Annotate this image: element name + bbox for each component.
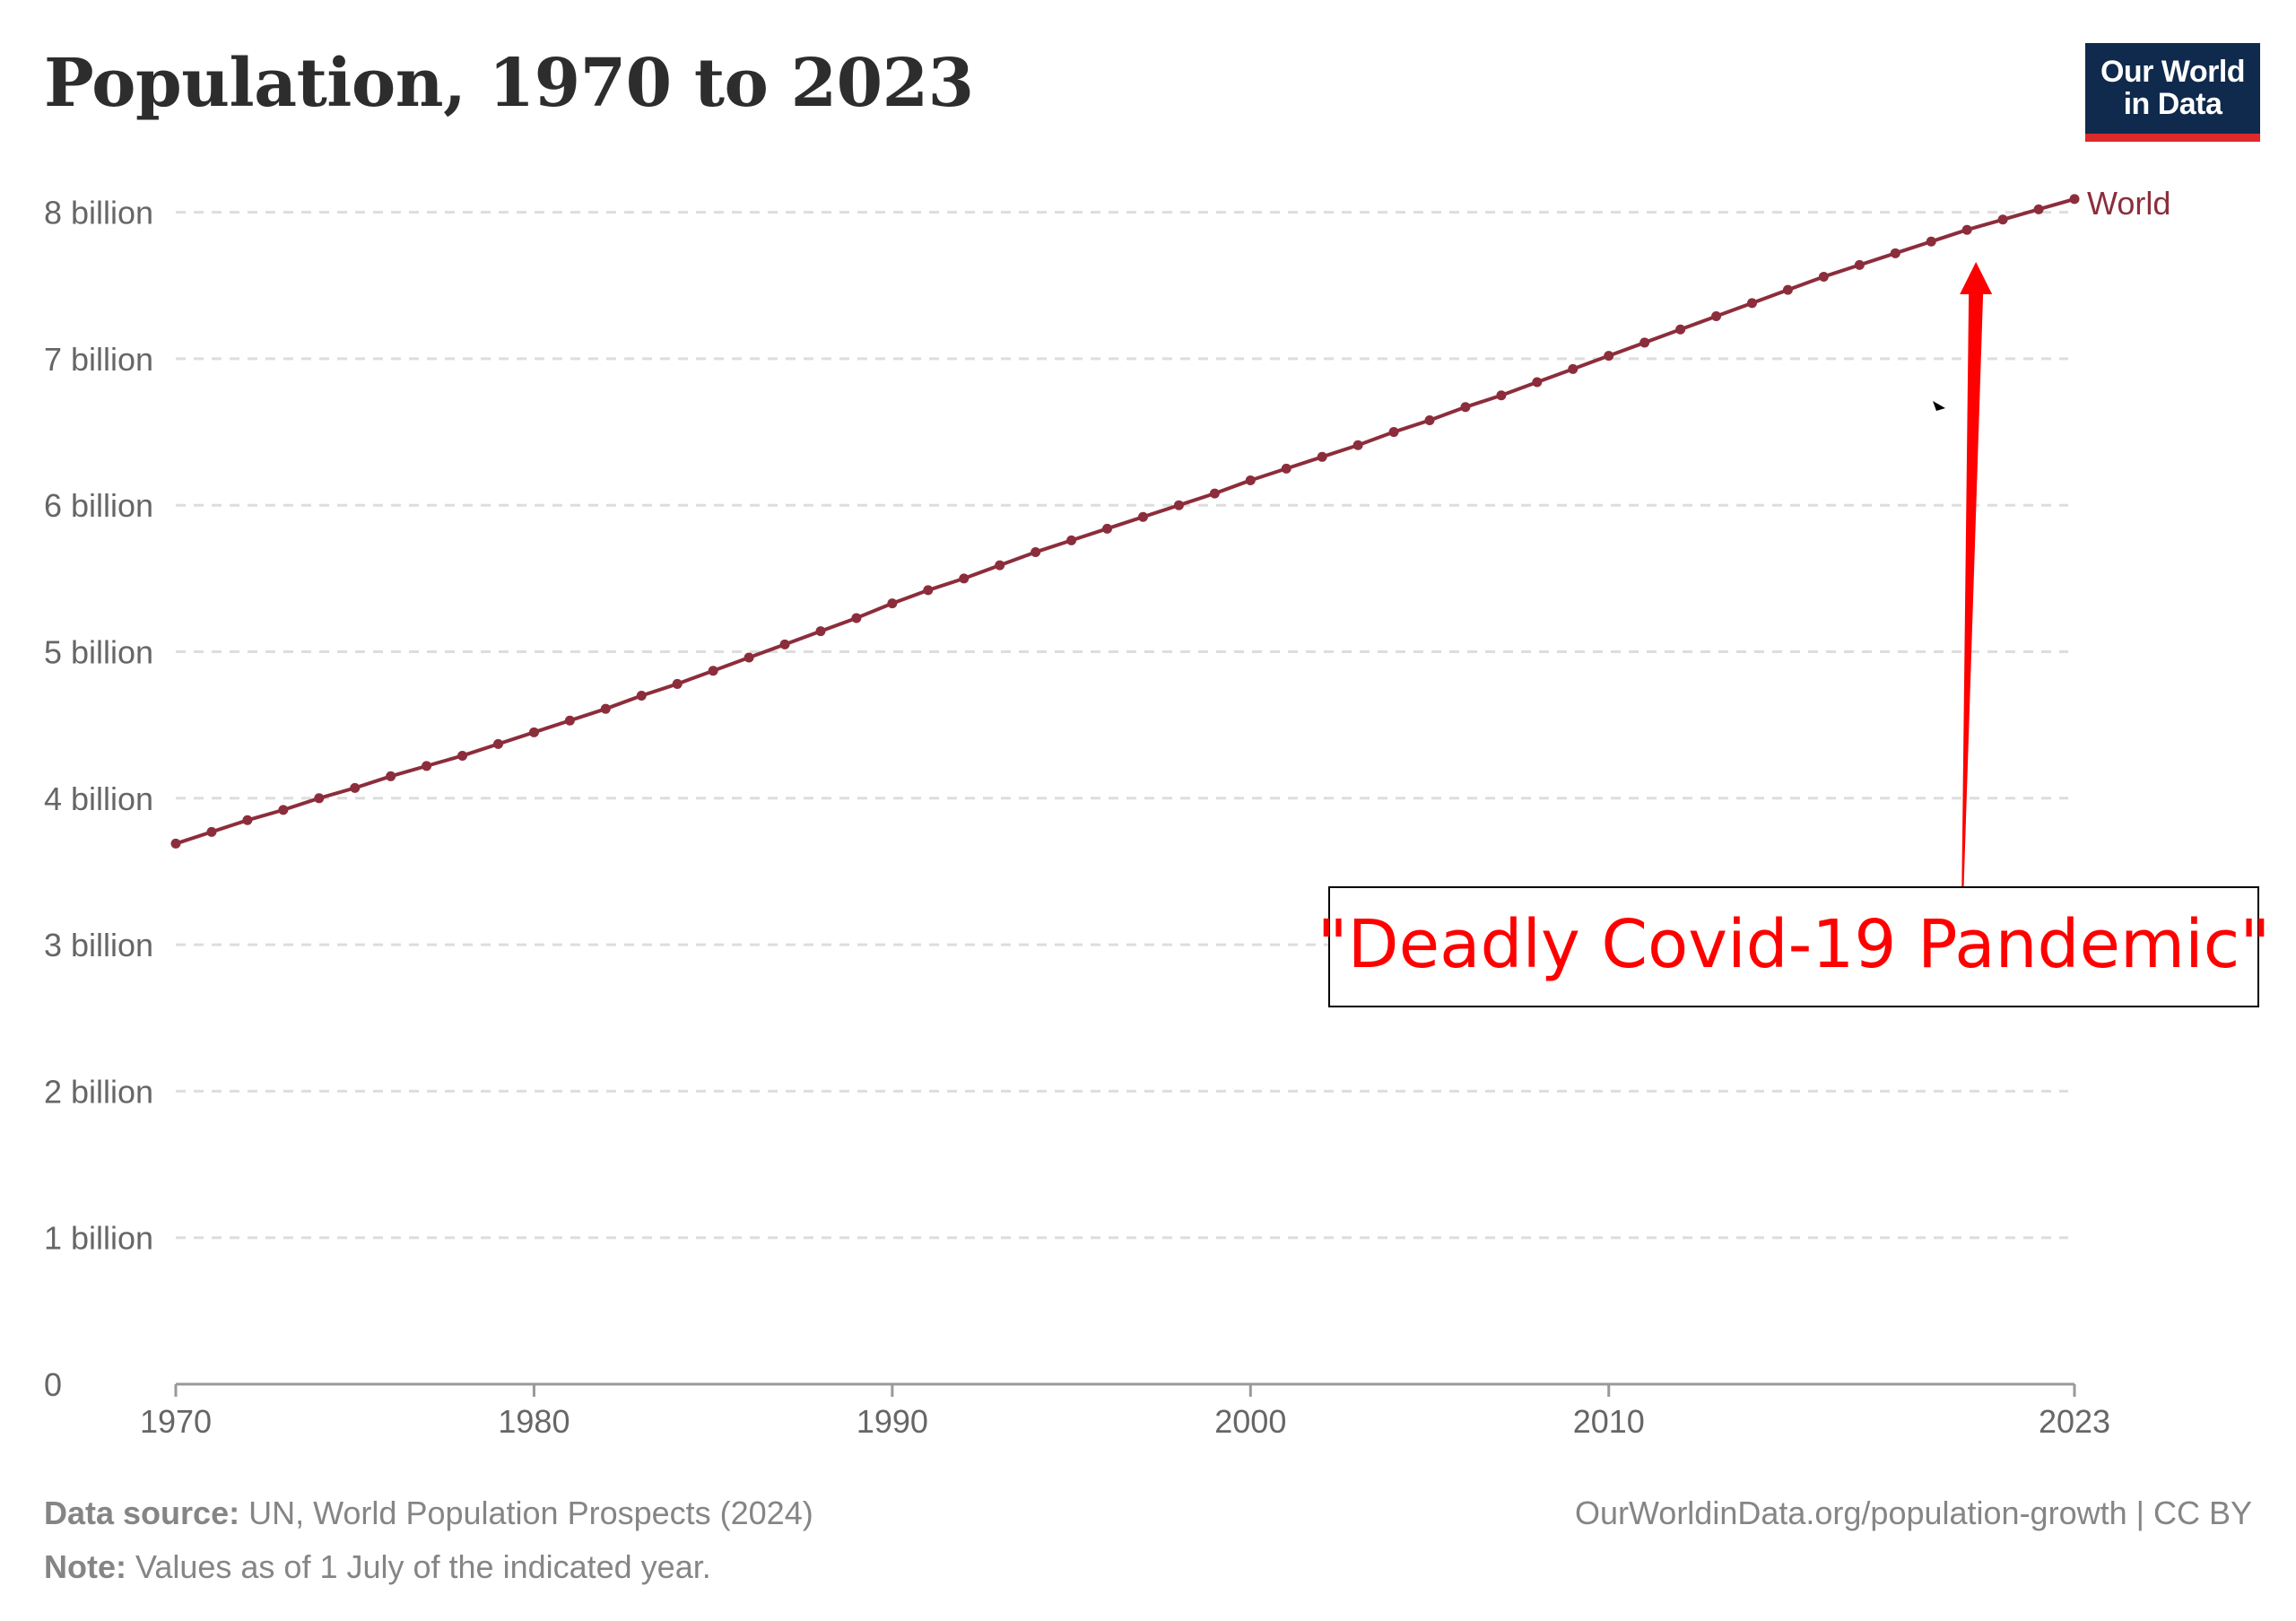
y-axis-tick-labels: 0 1 billion 2 billion 3 billion 4 billion 5 b…: [44, 195, 153, 1403]
logo-line-2: in Data: [2123, 87, 2222, 121]
covid-annotation: "Deadly Covid-19 Pandemic": [1318, 262, 2271, 1007]
y-tick-label: 6 billion: [44, 487, 153, 524]
data-point: [851, 613, 862, 623]
data-point: [636, 690, 647, 701]
data-point: [564, 715, 575, 726]
data-point: [1031, 546, 1041, 557]
data-point: [779, 639, 790, 649]
annotation-box: [1328, 886, 2259, 1007]
x-tick-label: 2010: [1573, 1403, 1645, 1440]
data-point: [1711, 311, 1722, 322]
data-point: [1568, 363, 1578, 374]
owid-logo[interactable]: Our World in Data: [2085, 43, 2260, 142]
annotation-arrow-shaft: [1961, 292, 1984, 897]
gridlines: [176, 211, 2068, 1240]
data-source-text: UN, World Population Prospects (2024): [239, 1495, 813, 1531]
data-point: [1352, 440, 1363, 450]
chart-footer-left: Data source: UN, World Population Prospe…: [44, 1486, 813, 1594]
data-point: [170, 838, 181, 849]
data-point: [708, 666, 718, 676]
series-label-world: World: [2087, 185, 2170, 222]
data-point: [1747, 298, 1758, 309]
data-point: [744, 652, 754, 663]
y-tick-label: 4 billion: [44, 780, 153, 817]
data-point: [278, 805, 289, 815]
x-axis: 1970 1980 1990 2000 2010 2023: [140, 1382, 2110, 1440]
data-source-line: Data source: UN, World Population Prospe…: [44, 1486, 813, 1540]
data-point: [492, 738, 503, 749]
x-tick-label: 1990: [857, 1403, 928, 1440]
data-point: [1209, 488, 1220, 499]
y-tick-label: 1 billion: [44, 1220, 153, 1257]
x-tick-label: 1980: [498, 1403, 570, 1440]
data-point: [457, 750, 468, 761]
data-point: [1675, 324, 1686, 335]
cursor-mark: [1933, 401, 1945, 411]
note-line: Note: Values as of 1 July of the indicat…: [44, 1540, 813, 1594]
note-label: Note:: [44, 1548, 126, 1585]
y-tick-label: 8 billion: [44, 195, 153, 231]
series-line-world: [175, 196, 2075, 846]
data-point: [1317, 451, 1327, 462]
data-point: [1460, 402, 1471, 413]
source-url[interactable]: OurWorldinData.org/population-growth | C…: [1574, 1495, 2252, 1531]
logo-line-1: Our World: [2100, 55, 2246, 89]
data-point: [1173, 500, 1184, 510]
data-source-label: Data source:: [44, 1495, 240, 1531]
data-point: [1066, 535, 1077, 545]
data-point: [1818, 271, 1829, 282]
data-point: [242, 815, 253, 825]
data-point: [1854, 259, 1865, 270]
y-tick-label: 7 billion: [44, 341, 153, 378]
data-point: [923, 585, 934, 596]
data-point: [1388, 427, 1399, 438]
data-point: [1496, 390, 1507, 401]
data-point: [386, 771, 396, 781]
note-text: Values as of 1 July of the indicated yea…: [126, 1548, 711, 1585]
data-point: [2033, 204, 2044, 214]
data-point: [672, 678, 683, 689]
x-tick-label: 1970: [140, 1403, 212, 1440]
data-point: [1137, 511, 1148, 522]
x-tick-label: 2023: [2039, 1403, 2110, 1440]
data-point: [1532, 377, 1543, 388]
data-point: [1997, 214, 2008, 225]
data-point: [1245, 475, 1256, 485]
y-tick-label: 3 billion: [44, 927, 153, 963]
data-point: [995, 560, 1005, 571]
data-point: [528, 727, 539, 737]
chart-title: Population, 1970 to 2023: [44, 45, 974, 122]
data-point: [1926, 236, 1936, 247]
data-point: [350, 782, 361, 793]
y-tick-label: 2 billion: [44, 1073, 153, 1110]
data-point: [1604, 351, 1614, 362]
data-point: [887, 598, 898, 609]
data-point: [1639, 337, 1650, 348]
data-point: [314, 793, 325, 804]
series-world: World: [170, 185, 2170, 849]
data-point: [422, 761, 432, 771]
x-tick-label: 2000: [1214, 1403, 1286, 1440]
data-point: [1961, 224, 1972, 235]
logo-accent-bar: [2085, 134, 2260, 142]
data-point: [959, 573, 970, 584]
annotation-text: "Deadly Covid-19 Pandemic": [1318, 906, 2271, 983]
data-point: [1102, 523, 1113, 534]
data-point: [2069, 194, 2080, 205]
data-point: [1424, 414, 1435, 425]
y-tick-label: 0: [44, 1366, 62, 1403]
annotation-arrow-head: [1960, 262, 1993, 294]
data-point: [600, 703, 611, 714]
data-point: [815, 626, 826, 637]
data-point: [1782, 284, 1793, 295]
data-point: [206, 826, 217, 837]
data-point: [1281, 463, 1292, 474]
y-tick-label: 5 billion: [44, 634, 153, 671]
data-point: [1890, 248, 1900, 258]
